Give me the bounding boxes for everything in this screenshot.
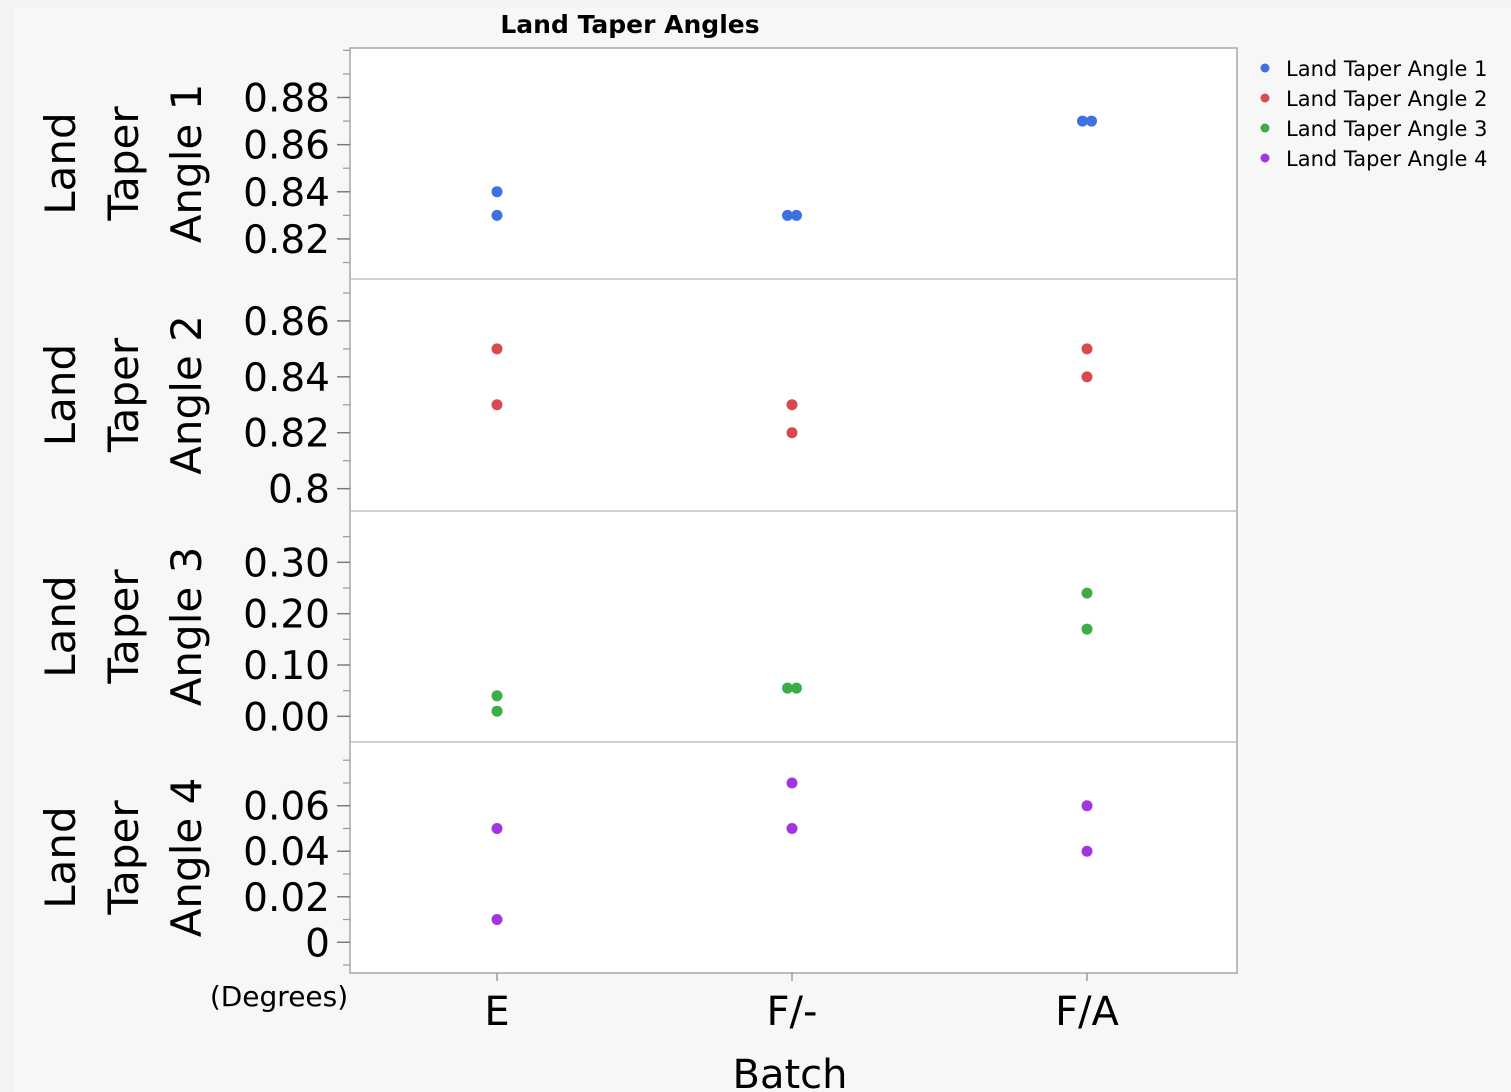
data-point [491,343,503,355]
y-tick-label: 0.84 [243,356,330,401]
chart-title: Land Taper Angles [500,10,759,39]
y-tick-label: 0.30 [243,541,330,586]
legend-item: Land Taper Angle 3 [1260,117,1487,141]
panel-4: 00.020.040.06 Land Taper Angle 4 [36,741,1237,966]
y-tick-label: 0.88 [243,77,330,122]
data-point [782,209,793,221]
x-axis: Batch (Degrees) E F/- F/A [210,973,1120,1092]
legend-label: Land Taper Angle 4 [1286,147,1487,171]
y-axis-label: Taper [99,106,148,222]
y-tick-label: 0.02 [243,876,330,921]
data-point [1086,115,1097,127]
data-point [491,822,503,834]
data-point [491,914,503,926]
y-axis-label: Land [36,112,85,214]
data-point [1081,623,1093,635]
y-tick-label: 0.86 [243,124,330,169]
y-axis-label: Land [36,344,85,446]
x-tick-label: E [484,989,509,1035]
legend-label: Land Taper Angle 3 [1286,117,1487,141]
legend-marker [1260,63,1270,73]
y-tick-label: 0.00 [243,695,330,740]
panel-2: 0.8 0.82 0.84 0.86 Land Taper Angle 2 [36,278,1237,513]
y-unit-note: (Degrees) [210,980,348,1013]
panel-3: 0.00 0.10 0.20 0.30 Land Taper Angle 3 [36,510,1237,740]
data-point [491,690,503,702]
y-tick-label: 0.10 [243,644,330,689]
data-point [491,399,503,411]
y-axis-label: Angle 2 [162,315,211,475]
y-axis-label: Land [36,575,85,677]
y-axis-label: Land [36,806,85,908]
legend-item: Land Taper Angle 4 [1260,147,1487,171]
data-point [786,822,798,834]
y-axis-label: Taper [99,569,148,685]
y-tick-label: 0.8 [268,468,330,513]
x-tick-label: F/A [1055,989,1119,1035]
legend-marker [1260,123,1270,133]
data-point [1081,343,1093,355]
legend-label: Land Taper Angle 1 [1286,57,1487,81]
data-point [1081,587,1093,599]
y-tick-label: 0.86 [243,300,330,345]
data-point [1081,845,1093,857]
legend-label: Land Taper Angle 2 [1286,87,1487,111]
data-point [491,209,503,221]
data-point [1081,800,1093,812]
data-point [1077,115,1088,127]
legend-item: Land Taper Angle 1 [1260,57,1487,81]
y-axis-label: Angle 3 [162,547,211,707]
data-point [782,682,793,694]
legend-item: Land Taper Angle 2 [1260,87,1487,111]
x-axis-label: Batch [733,1052,848,1092]
panel-1: 0.820.840.860.88 Land Taper Angle 1 [36,49,1097,264]
legend-marker [1260,93,1270,103]
y-axis-label: Angle 1 [162,84,211,244]
data-point [491,705,503,717]
data-point [786,777,798,789]
x-tick-label: F/- [767,989,818,1035]
y-tick-label: 0.04 [243,830,330,875]
y-tick-label: 0.82 [243,412,330,457]
data-point [791,682,802,694]
data-point [1081,371,1093,383]
legend-marker [1260,153,1270,163]
y-tick-label: 0.82 [243,218,330,263]
data-point [786,427,798,439]
y-axis-label: Taper [99,337,148,453]
y-axis-label: Taper [99,800,148,916]
y-tick-label: 0.06 [243,785,330,830]
y-tick-label: 0 [305,921,330,966]
y-tick-label: 0.20 [243,593,330,638]
y-axis-label: Angle 4 [162,778,211,938]
y-tick-label: 0.84 [243,171,330,216]
data-point [491,186,503,198]
legend: Land Taper Angle 1 Land Taper Angle 2 Land… [1260,57,1487,171]
data-point [791,209,802,221]
data-point [786,399,798,411]
